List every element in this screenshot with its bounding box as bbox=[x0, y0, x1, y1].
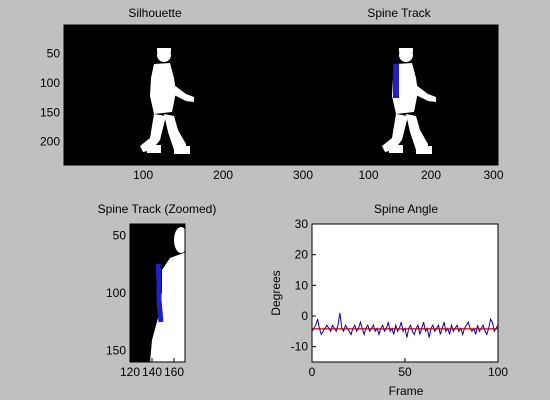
zoomed-figure bbox=[150, 227, 185, 362]
x-tick-label: 140 bbox=[142, 365, 162, 379]
y-tick-label: 50 bbox=[291, 47, 305, 61]
x-tick-label: 50 bbox=[398, 365, 412, 379]
spine-angle-series bbox=[311, 312, 499, 338]
spine-track-axes-box bbox=[307, 24, 499, 166]
panel-title-spine-track-zoomed: Spine Track (Zoomed) bbox=[98, 202, 217, 216]
x-tick-label: 100 bbox=[133, 168, 153, 182]
y-tick-label: 20 bbox=[295, 248, 309, 262]
y-tick-label: -10 bbox=[291, 340, 309, 354]
y-tick-label: 10 bbox=[295, 278, 309, 292]
x-tick-label: 160 bbox=[164, 365, 184, 379]
y-tick-label: 200 bbox=[284, 135, 304, 149]
y-tick-label: 50 bbox=[47, 47, 61, 61]
x-tick-label: 300 bbox=[483, 168, 503, 182]
x-tick-label: 0 bbox=[309, 365, 316, 379]
x-tick-label: 120 bbox=[120, 365, 140, 379]
silhouette-image-background bbox=[64, 25, 319, 165]
y-tick-label: 0 bbox=[301, 309, 308, 323]
zoomed-spine-track-line bbox=[155, 263, 164, 323]
y-tick-label: 100 bbox=[106, 286, 126, 300]
x-tick-label: 300 bbox=[293, 168, 313, 182]
y-tick-label: 200 bbox=[40, 135, 60, 149]
y-tick-label: 50 bbox=[113, 229, 127, 243]
spine-track-axes-ticks: 100 200 300 50 100 150 200 bbox=[284, 47, 504, 182]
zoomed-axes-ticks: 120 140 160 50 100 150 bbox=[106, 229, 184, 380]
panel-title-spine-angle: Spine Angle bbox=[374, 202, 438, 216]
silhouette-figure bbox=[140, 48, 194, 154]
y-tick-label: 100 bbox=[40, 76, 60, 90]
spine-track-line bbox=[393, 64, 399, 98]
y-axis-label: Degrees bbox=[269, 270, 283, 315]
y-tick-label: 150 bbox=[40, 105, 60, 119]
x-axis-label: Frame bbox=[389, 384, 424, 398]
x-tick-label: 200 bbox=[421, 168, 441, 182]
x-tick-label: 100 bbox=[358, 168, 378, 182]
y-tick-label: 30 bbox=[295, 217, 309, 231]
silhouette-axes-ticks: 100 200 300 50 100 150 200 bbox=[40, 47, 313, 182]
panel-title-spine-track: Spine Track bbox=[367, 6, 431, 20]
x-tick-label: 200 bbox=[213, 168, 233, 182]
y-tick-label: 150 bbox=[106, 344, 126, 358]
panel-title-silhouette: Silhouette bbox=[128, 6, 182, 20]
spine-angle-plot-area bbox=[312, 224, 498, 362]
y-tick-label: 100 bbox=[284, 76, 304, 90]
y-tick-label: 150 bbox=[284, 105, 304, 119]
x-tick-label: 100 bbox=[488, 365, 508, 379]
